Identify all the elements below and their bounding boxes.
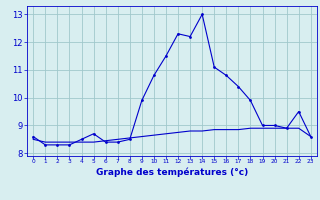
X-axis label: Graphe des températures (°c): Graphe des températures (°c) [96, 167, 248, 177]
